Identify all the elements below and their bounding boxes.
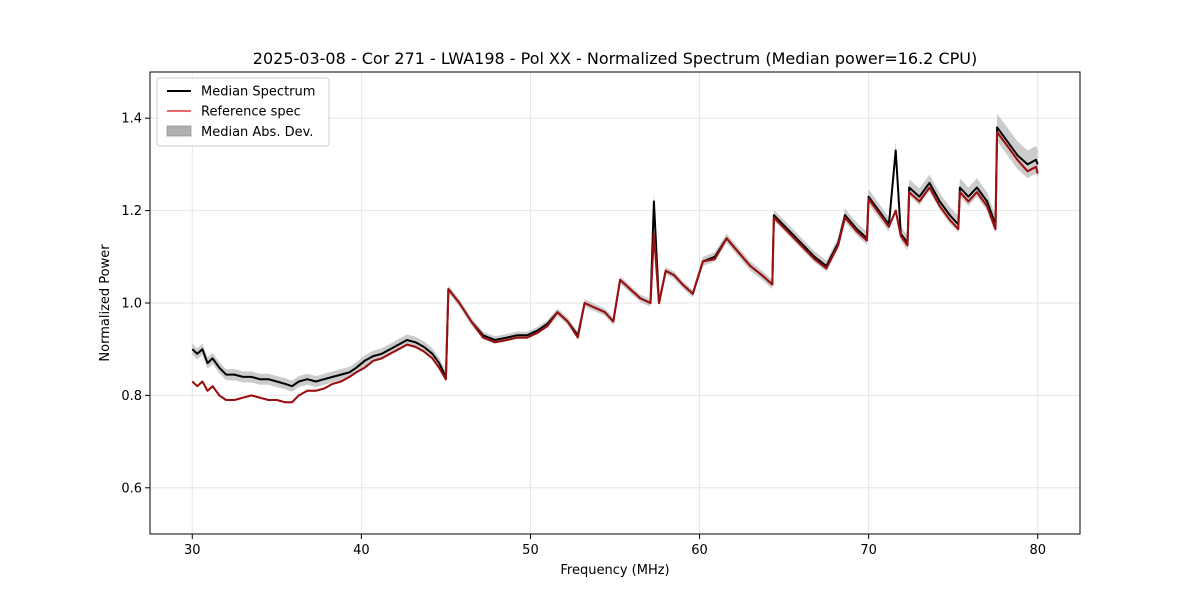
y-tick-label: 0.6 (121, 481, 142, 496)
y-axis-label: Normalized Power (98, 244, 113, 362)
x-tick-label: 80 (1029, 543, 1046, 558)
chart-title: 2025-03-08 - Cor 271 - LWA198 - Pol XX -… (253, 49, 977, 68)
x-axis: 30 40 50 60 70 80 (184, 534, 1046, 558)
x-tick-label: 60 (691, 543, 708, 558)
reference-spectrum-line (191, 131, 1039, 404)
y-tick-label: 0.8 (121, 389, 142, 404)
legend-box (156, 77, 330, 147)
legend-reference-label: Reference spec (201, 105, 301, 120)
y-tick-label: 1.4 (121, 112, 142, 127)
legend-median-label: Median Spectrum (201, 85, 315, 100)
x-tick-label: 50 (522, 543, 539, 558)
legend-mad-label: Median Abs. Dev. (201, 125, 313, 140)
y-tick-label: 1.2 (121, 204, 142, 219)
mad-band-layer (192, 113, 1038, 392)
y-tick-label: 1.0 (121, 297, 142, 312)
series-layer (191, 126, 1039, 404)
x-tick-label: 30 (184, 543, 201, 558)
y-axis: 0.6 0.8 1.0 1.2 1.4 (121, 112, 150, 496)
legend-mad-swatch (166, 125, 192, 137)
mad-band (192, 113, 1038, 392)
legend: Median Spectrum Reference spec Median Ab… (156, 77, 330, 147)
x-tick-label: 70 (860, 543, 877, 558)
x-axis-label: Frequency (MHz) (560, 563, 669, 578)
median-spectrum-line (191, 126, 1039, 388)
overlap-line (191, 131, 1039, 404)
x-tick-label: 40 (353, 543, 370, 558)
